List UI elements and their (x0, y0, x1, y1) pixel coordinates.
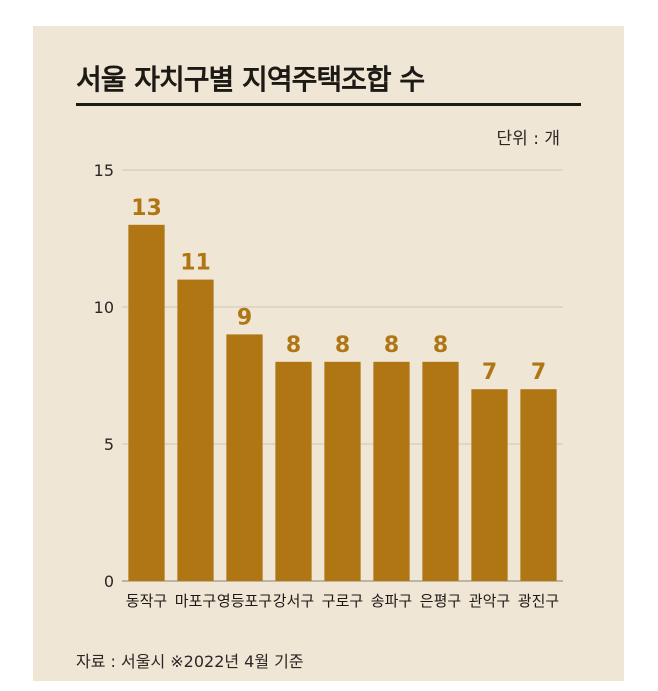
y-tick-label: 15 (94, 161, 114, 180)
bar-6 (373, 361, 410, 581)
chart-title: 서울 자치구별 지역주택조합 수 (76, 63, 425, 96)
y-axis-ticks: 0 5 10 15 (94, 161, 114, 591)
bar-9 (520, 389, 557, 581)
x-tick-label: 영등포구 (217, 592, 272, 610)
x-tick-label: 강서구 (273, 592, 314, 610)
bar-2 (177, 279, 214, 581)
x-tick-label: 구로구 (322, 592, 363, 610)
data-label: 7 (531, 360, 546, 385)
data-label: 11 (180, 251, 211, 276)
x-tick-label: 동작구 (126, 592, 167, 610)
source-note: 자료 : 서울시 ※2022년 4월 기준 (76, 652, 304, 671)
data-label: 9 (237, 305, 252, 330)
bar-5 (324, 361, 361, 581)
y-tick-label: 0 (104, 572, 114, 591)
data-label: 13 (131, 196, 162, 221)
data-label: 7 (482, 360, 497, 385)
x-tick-label: 관악구 (469, 592, 510, 610)
y-tick-label: 5 (104, 435, 114, 454)
data-labels: 13 11 9 8 8 8 8 7 7 (131, 196, 546, 385)
bar-3 (226, 334, 263, 581)
bar-1 (128, 224, 165, 582)
x-tick-label: 송파구 (371, 592, 412, 610)
title-divider (76, 103, 581, 106)
bars (128, 224, 557, 582)
bar-8 (471, 389, 508, 581)
x-tick-label: 광진구 (518, 592, 559, 610)
y-tick-label: 10 (94, 298, 114, 317)
data-label: 8 (384, 333, 399, 358)
bar-4 (275, 361, 312, 581)
x-tick-label: 마포구 (175, 592, 216, 610)
data-label: 8 (286, 333, 301, 358)
data-label: 8 (335, 333, 350, 358)
bar-7 (422, 361, 459, 581)
x-tick-label: 은평구 (420, 592, 461, 610)
data-label: 8 (433, 333, 448, 358)
unit-label: 단위 : 개 (496, 129, 560, 149)
x-axis-ticks: 동작구 마포구 영등포구 강서구 구로구 송파구 은평구 관악구 광진구 (126, 592, 559, 610)
